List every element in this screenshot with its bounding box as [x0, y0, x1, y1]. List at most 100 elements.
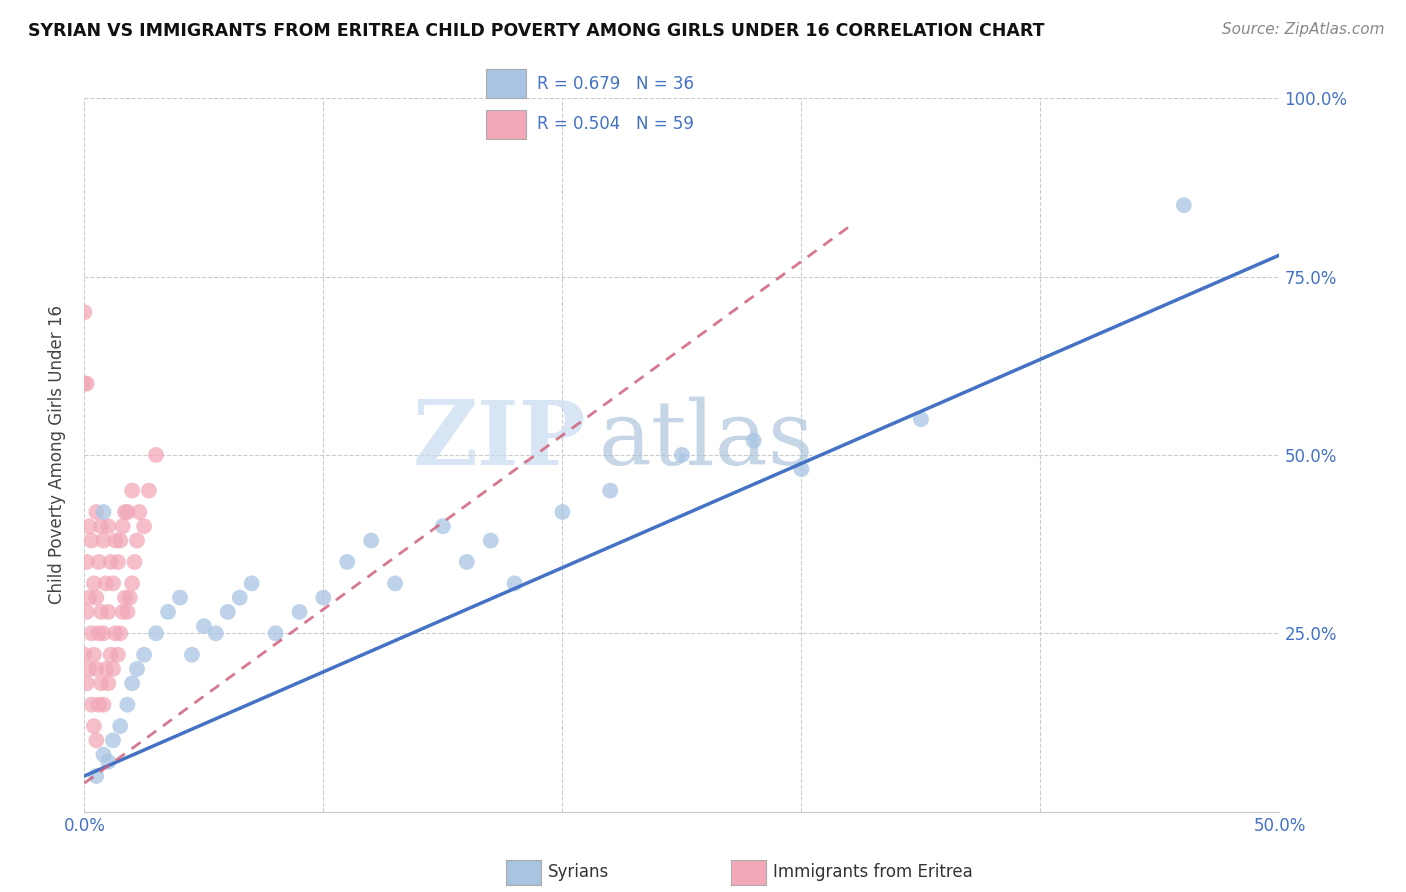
Point: [121, 676, 143, 690]
Point: [86, 505, 108, 519]
Point: [132, 648, 156, 662]
Point: [101, 576, 124, 591]
Point: [132, 519, 156, 533]
Point: [138, 483, 160, 498]
Point: [432, 519, 454, 533]
Point: [100, 555, 122, 569]
Point: [118, 591, 141, 605]
Text: SYRIAN VS IMMIGRANTS FROM ERITREA CHILD POVERTY AMONG GIRLS UNDER 16 CORRELATION: SYRIAN VS IMMIGRANTS FROM ERITREA CHILD …: [28, 22, 1045, 40]
Point: [87, 698, 110, 712]
Point: [110, 626, 132, 640]
Point: [384, 576, 406, 591]
Point: [360, 533, 382, 548]
Point: [93, 533, 115, 548]
Point: [121, 576, 143, 591]
Point: [83, 576, 105, 591]
Point: [83, 719, 105, 733]
Point: [110, 533, 132, 548]
Point: [80, 533, 103, 548]
Point: [240, 576, 263, 591]
Point: [671, 448, 693, 462]
Text: R = 0.679   N = 36: R = 0.679 N = 36: [537, 75, 695, 93]
Point: [228, 591, 252, 605]
Point: [77, 662, 100, 676]
Bar: [486, 110, 526, 139]
Point: [86, 591, 108, 605]
Point: [83, 648, 105, 662]
Point: [87, 555, 110, 569]
Point: [76, 605, 98, 619]
Point: [503, 576, 526, 591]
Point: [121, 483, 143, 498]
Text: ZIP: ZIP: [413, 397, 586, 484]
Point: [104, 533, 127, 548]
Point: [193, 619, 215, 633]
Point: [145, 448, 167, 462]
Point: [93, 698, 115, 712]
Point: [169, 591, 191, 605]
Point: [125, 662, 148, 676]
Point: [264, 626, 287, 640]
Point: [599, 483, 621, 498]
Point: [456, 555, 478, 569]
Point: [77, 519, 100, 533]
Point: [73, 376, 96, 391]
Point: [90, 605, 112, 619]
Point: [790, 462, 813, 476]
Point: [288, 605, 311, 619]
Point: [80, 698, 103, 712]
Point: [90, 676, 112, 690]
Point: [80, 626, 103, 640]
Point: [97, 755, 120, 769]
Bar: [486, 70, 526, 98]
Point: [77, 591, 100, 605]
Point: [73, 648, 96, 662]
Point: [107, 555, 129, 569]
Point: [336, 555, 359, 569]
Point: [117, 605, 139, 619]
Point: [87, 626, 110, 640]
Point: [94, 576, 117, 591]
Point: [910, 412, 932, 426]
Point: [312, 591, 335, 605]
Point: [114, 591, 136, 605]
Point: [93, 747, 115, 762]
Point: [90, 519, 112, 533]
Point: [479, 533, 502, 548]
Point: [125, 533, 148, 548]
Point: [97, 519, 120, 533]
Point: [86, 733, 108, 747]
Point: [76, 376, 98, 391]
Text: atlas: atlas: [599, 397, 814, 484]
Point: [180, 648, 202, 662]
Point: [217, 605, 239, 619]
Point: [94, 662, 117, 676]
Point: [111, 519, 134, 533]
Point: [742, 434, 765, 448]
Point: [124, 555, 146, 569]
Text: R = 0.504   N = 59: R = 0.504 N = 59: [537, 115, 695, 133]
Point: [86, 769, 108, 783]
Point: [551, 505, 574, 519]
Point: [93, 505, 115, 519]
Point: [101, 733, 124, 747]
Point: [97, 605, 120, 619]
Point: [107, 648, 129, 662]
Point: [86, 662, 108, 676]
Text: Immigrants from Eritrea: Immigrants from Eritrea: [773, 863, 973, 881]
Text: Syrians: Syrians: [548, 863, 610, 881]
Point: [97, 676, 120, 690]
Point: [100, 648, 122, 662]
Point: [76, 676, 98, 690]
Point: [1173, 198, 1195, 212]
Point: [93, 626, 115, 640]
Point: [101, 662, 124, 676]
Point: [128, 505, 150, 519]
Point: [205, 626, 228, 640]
Point: [114, 505, 136, 519]
Point: [117, 505, 139, 519]
Point: [73, 305, 96, 319]
Point: [111, 605, 134, 619]
Y-axis label: Child Poverty Among Girls Under 16: Child Poverty Among Girls Under 16: [48, 305, 66, 605]
Point: [110, 719, 132, 733]
